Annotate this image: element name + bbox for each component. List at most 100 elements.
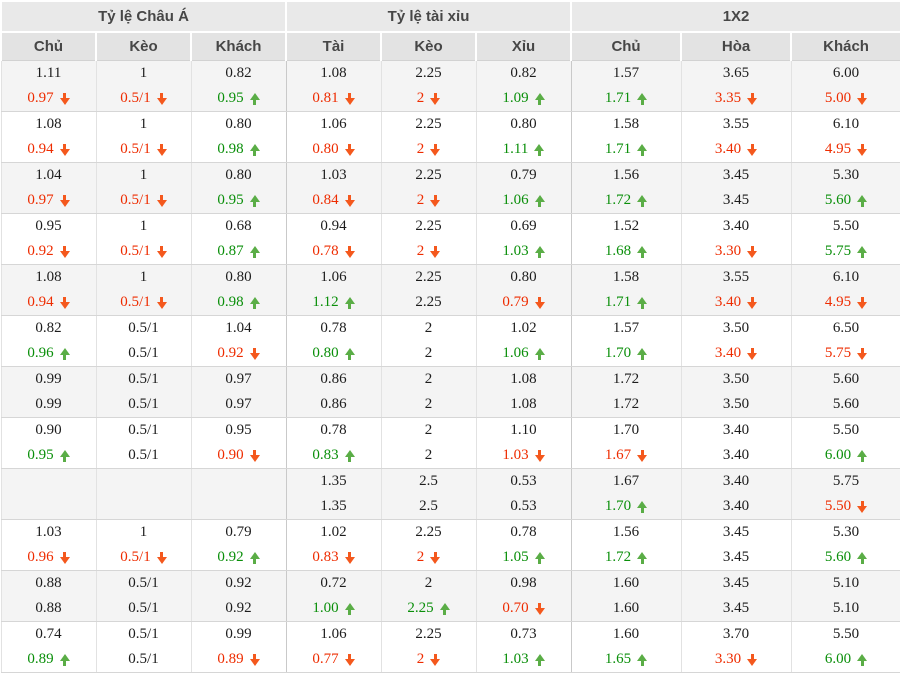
trend-up-icon [59,449,70,462]
trend-up-icon [637,245,648,258]
column-header-ou-line: Kèo [380,31,477,61]
odds-live-text: 0.92 [217,549,244,565]
odds-cell: 1.08 1.08 [476,366,572,418]
odds-live-text: 1.71 [604,294,632,310]
odds-cell: 1.58 1.71 [571,264,682,316]
odds-live-text: 3.35 [714,90,742,106]
odds-open-value: 5.75 [832,473,860,489]
odds-live-text: 0.5/1 [120,294,151,310]
odds-cell: 0.98 0.70 [476,570,572,622]
odds-cell: 5.30 5.60 [791,519,900,571]
trend-down-icon [156,143,167,156]
odds-live-text: 0.97 [27,90,54,106]
odds-live-text: 0.83 [312,447,339,463]
odds-open-value: 6.00 [832,65,860,81]
odds-live-text: 0.88 [35,600,62,616]
odds-open-value: 0.82 [510,65,537,81]
odds-open-value: 0.90 [35,422,62,438]
trend-up-icon [534,347,545,360]
odds-cell: 6.10 4.95 [791,111,900,163]
trend-down-icon [59,551,70,564]
odds-live-value: 3.40 [682,341,791,366]
odds-cell: 5.50 6.00 [791,417,900,469]
odds-cell: 0.78 0.83 [286,417,382,469]
odds-live-value: 3.50 [682,392,791,417]
odds-live-value: 0.5/1 [97,239,191,264]
odds-live-text: 4.95 [824,141,852,157]
odds-open-value: 3.45 [722,524,750,540]
trend-down-icon [156,194,167,207]
trend-down-icon [344,551,355,564]
odds-cell: 0.99 0.99 [0,366,97,418]
odds-open-value: 2 [424,575,433,591]
trend-down-icon [249,449,260,462]
trend-up-icon [637,551,648,564]
trend-down-icon [534,602,545,615]
odds-row: 1.03 0.96 1 0.5/1 0.79 0.92 1.02 0.83 2.25 2 0.78 1… [0,519,900,571]
trend-up-icon [857,653,868,666]
odds-live-value: 1.72 [572,188,681,213]
odds-cell: 0.78 1.05 [476,519,572,571]
odds-live-text: 0.80 [312,141,339,157]
odds-live-text: 1.65 [604,651,632,667]
odds-cell: 0.79 1.06 [476,162,572,214]
odds-live-text: 1.60 [612,600,640,616]
trend-up-icon [249,143,260,156]
odds-live-value: 1.11 [477,137,571,162]
odds-cell: 0.80 0.79 [476,264,572,316]
odds-open-value: 1 [139,269,148,285]
trend-down-icon [249,347,260,360]
odds-open-value: 1.04 [225,320,252,336]
odds-open-value: 5.50 [832,422,860,438]
odds-cell: 1.02 1.06 [476,315,572,367]
trend-up-icon [857,551,868,564]
odds-cell: 2.25 2.25 [381,264,477,316]
odds-open-value: 3.50 [722,371,750,387]
odds-live-value: 1.71 [572,290,681,315]
odds-live-value: 0.5/1 [97,647,191,672]
odds-cell: 0.82 0.96 [0,315,97,367]
odds-cell: 3.45 3.45 [681,570,792,622]
odds-open-value: 1.60 [612,575,640,591]
odds-live-value: 1.65 [572,647,681,672]
odds-live-value: 0.80 [287,137,381,162]
trend-down-icon [344,92,355,105]
odds-open-value: 5.60 [832,371,860,387]
odds-open-value: 1.10 [510,422,537,438]
odds-live-value: 0.5/1 [97,86,191,111]
odds-open-value: 1.03 [35,524,62,540]
odds-cell: 1.08 0.94 [0,264,97,316]
odds-cell: 1.60 1.65 [571,621,682,673]
odds-cell: 5.75 5.50 [791,468,900,520]
odds-open-value: 1.08 [320,65,347,81]
odds-cell: 0.90 0.95 [0,417,97,469]
odds-cell: 0.92 0.92 [191,570,287,622]
odds-row: 1.35 1.35 2.5 2.5 0.53 0.53 1.67 1.70 3.40 3.40 5.… [0,468,900,520]
odds-live-text: 5.60 [832,396,860,412]
odds-cell: 0.73 1.03 [476,621,572,673]
column-header-row: Chủ Kèo Khách Tài Kèo Xỉu Chủ Hòa Khách [0,31,900,61]
trend-down-icon [59,296,70,309]
trend-down-icon [430,143,441,156]
odds-live-text: 0.92 [27,243,54,259]
odds-live-value: 0.94 [2,137,96,162]
odds-live-value: 0.95 [2,443,96,468]
odds-open-value: 0.5/1 [128,320,159,336]
trend-down-icon [344,245,355,258]
odds-live-value: 2 [382,545,476,570]
odds-live-text: 2 [416,651,425,667]
odds-cell: 1 0.5/1 [96,162,192,214]
odds-live-text: 0.79 [502,294,529,310]
odds-live-value: 1.70 [572,341,681,366]
odds-live-text: 2 [416,192,425,208]
odds-live-text: 0.83 [312,549,339,565]
trend-up-icon [534,143,545,156]
odds-open-value: 1.06 [320,626,347,642]
odds-cell: 1.08 0.94 [0,111,97,163]
odds-live-text: 0.95 [217,192,244,208]
trend-up-icon [344,449,355,462]
odds-live-text: 1.72 [604,192,632,208]
trend-down-icon [344,143,355,156]
odds-cell: 0.78 0.80 [286,315,382,367]
odds-live-value: 2.25 [382,596,476,621]
